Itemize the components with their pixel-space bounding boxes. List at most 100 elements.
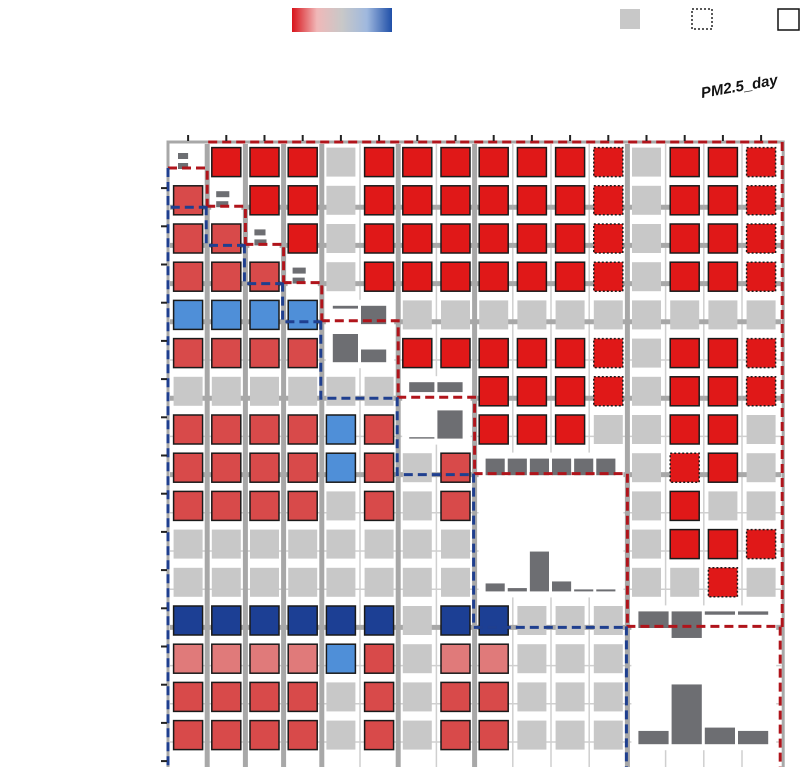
matrix-cell xyxy=(211,376,241,406)
matrix-cell xyxy=(326,720,356,750)
histogram-bar xyxy=(574,589,594,592)
matrix-cell xyxy=(250,567,279,597)
histogram-bar xyxy=(638,730,669,745)
histogram-bar xyxy=(254,239,267,246)
lower-triangle-box xyxy=(472,473,628,629)
matrix-cell xyxy=(402,491,432,521)
matrix-cell xyxy=(326,529,356,559)
matrix-cell xyxy=(402,146,433,178)
matrix-cell xyxy=(593,337,624,369)
matrix-cell xyxy=(326,567,356,597)
matrix-cell xyxy=(287,337,318,369)
histogram-bar xyxy=(178,153,189,159)
matrix-cell xyxy=(669,490,700,522)
matrix-cell xyxy=(517,606,547,635)
matrix-cell xyxy=(211,567,241,597)
matrix-cell xyxy=(440,146,471,178)
matrix-cell xyxy=(287,414,318,445)
matrix-cell xyxy=(211,414,242,445)
matrix-cell xyxy=(516,414,548,445)
diagonal-panel xyxy=(287,261,318,292)
histogram-bar xyxy=(704,611,735,615)
matrix-cell xyxy=(632,262,661,292)
matrix-cell xyxy=(325,643,357,674)
matrix-cell xyxy=(402,606,432,635)
matrix-cell xyxy=(632,376,661,406)
matrix-cell xyxy=(670,567,700,597)
matrix-cell xyxy=(516,337,548,369)
matrix-cell xyxy=(593,682,623,712)
matrix-cell xyxy=(632,491,661,521)
histogram-bar xyxy=(409,382,435,393)
matrix-cell xyxy=(172,223,204,254)
matrix-cell xyxy=(440,490,471,522)
matrix-cell xyxy=(670,300,700,330)
matrix-cell xyxy=(707,567,739,598)
matrix-cell xyxy=(172,414,204,445)
matrix-cell xyxy=(632,224,661,253)
matrix-cell xyxy=(363,414,395,445)
matrix-cell xyxy=(402,261,433,292)
matrix-cell xyxy=(632,567,661,597)
matrix-cell xyxy=(402,644,432,674)
matrix-cell xyxy=(746,415,776,444)
matrix-cell xyxy=(554,337,586,369)
matrix-cell xyxy=(249,605,280,636)
matrix-cell xyxy=(593,261,624,292)
matrix-cell xyxy=(669,528,700,560)
matrix-cell xyxy=(707,223,739,254)
histogram-bar xyxy=(596,589,616,592)
lower-outline xyxy=(166,182,170,767)
matrix-cell xyxy=(516,146,548,178)
matrix-cell xyxy=(172,490,204,522)
matrix-cell xyxy=(249,146,280,178)
histogram-bar xyxy=(409,437,435,439)
matrix-cell xyxy=(517,682,547,712)
upper-triangle-box xyxy=(626,624,782,767)
matrix-cell xyxy=(669,376,700,407)
matrix-cell xyxy=(287,719,318,751)
matrix-cell xyxy=(707,414,739,445)
diagonal-panel xyxy=(173,147,204,178)
matrix-cell xyxy=(478,376,509,407)
matrix-cell xyxy=(363,605,395,636)
matrix-cell xyxy=(440,643,471,674)
matrix-cell xyxy=(211,490,242,522)
matrix-cell xyxy=(249,490,280,522)
matrix-cell xyxy=(363,452,395,483)
histogram-bar xyxy=(529,458,549,476)
matrix-cell xyxy=(402,337,433,369)
matrix-cell xyxy=(249,337,280,369)
legend-dotted-box xyxy=(691,8,713,30)
matrix-cell xyxy=(363,146,395,178)
matrix-cell xyxy=(287,605,318,636)
matrix-cell xyxy=(632,185,661,215)
matrix-cell xyxy=(402,529,432,559)
histogram-bar xyxy=(437,382,463,393)
matrix-cell xyxy=(745,223,777,254)
matrix-cell xyxy=(478,681,509,713)
matrix-cell xyxy=(669,185,700,216)
matrix-cell xyxy=(478,719,509,751)
matrix-cell xyxy=(516,376,548,407)
histogram-bar xyxy=(671,684,702,745)
matrix-cell xyxy=(478,261,509,292)
matrix-cell xyxy=(363,223,395,254)
matrix-cell xyxy=(287,490,318,522)
matrix-cell xyxy=(554,414,586,445)
matrix-cell xyxy=(632,415,661,444)
matrix-cell xyxy=(211,146,242,178)
matrix-cell xyxy=(440,452,471,483)
histogram-bar xyxy=(216,201,229,208)
histogram-bar xyxy=(574,458,594,476)
matrix-cell xyxy=(632,338,661,368)
matrix-cell xyxy=(402,300,432,330)
matrix-cell xyxy=(326,224,356,253)
matrix-cell xyxy=(172,261,204,292)
histogram-bar xyxy=(671,611,702,638)
matrix-cell xyxy=(746,491,776,521)
matrix-cell xyxy=(363,490,395,522)
histogram-bar xyxy=(738,611,769,615)
matrix-cell xyxy=(402,453,432,483)
